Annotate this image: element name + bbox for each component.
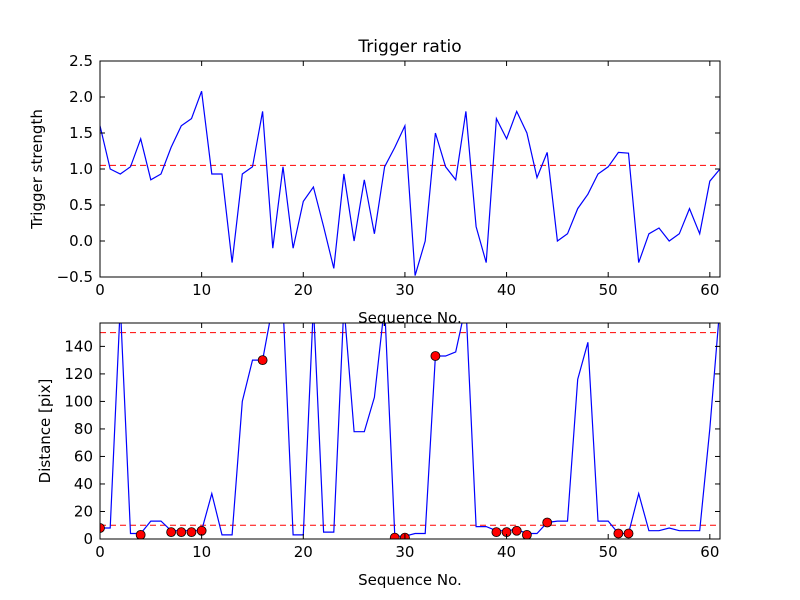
data-point xyxy=(521,529,532,539)
y-tick-label: 80 xyxy=(74,420,93,438)
x-tick-label: 50 xyxy=(599,281,618,299)
x-axis-label: Sequence No. xyxy=(358,309,462,327)
data-point xyxy=(257,355,268,366)
y-tick-label: 140 xyxy=(64,337,93,355)
y-tick-label: 1.5 xyxy=(69,124,93,142)
y-tick-label: 0.5 xyxy=(69,196,93,214)
x-tick-label: 0 xyxy=(95,543,105,561)
x-tick-label: 20 xyxy=(294,281,313,299)
y-tick-label: 0.0 xyxy=(69,232,93,250)
x-tick-label: 10 xyxy=(192,543,211,561)
plot-area xyxy=(100,323,720,539)
axes-frame xyxy=(99,322,721,540)
x-tick-label: 40 xyxy=(497,281,516,299)
data-point xyxy=(511,525,522,536)
y-tick-label: 0 xyxy=(83,530,93,548)
y-tick-label: 40 xyxy=(74,475,93,493)
data-point xyxy=(613,528,624,539)
x-tick-label: 30 xyxy=(395,543,414,561)
axis-ticks: 0 10 20 30 40 50 60 −0.5 0.0 0.5 1.0 1.5 2.0 2.5 xyxy=(57,52,720,299)
data-point xyxy=(491,527,502,538)
data-point xyxy=(542,517,553,528)
data-point xyxy=(430,351,441,361)
x-tick-label: 10 xyxy=(192,281,211,299)
y-tick-label: 120 xyxy=(64,365,93,383)
x-axis-label: Sequence No. xyxy=(358,571,462,589)
y-tick-label: 2.5 xyxy=(69,52,93,70)
data-point xyxy=(623,528,634,539)
y-tick-label: 1.0 xyxy=(69,160,93,178)
y-tick-label: 60 xyxy=(74,447,93,465)
y-axis-label: Trigger strength xyxy=(28,109,46,230)
x-tick-label: 40 xyxy=(497,543,516,561)
y-tick-label: −0.5 xyxy=(57,268,93,286)
chart-title: Trigger ratio xyxy=(357,37,461,57)
data-point xyxy=(196,525,207,536)
series-line xyxy=(100,90,720,276)
x-tick-label: 50 xyxy=(599,543,618,561)
x-tick-label: 60 xyxy=(700,543,719,561)
distance-chart: 0 10 20 30 40 50 60 0 20 40 60 80 100 120 140 Sequence… xyxy=(36,322,721,589)
axis-ticks: 0 10 20 30 40 50 60 0 20 40 60 80 100 120 140 xyxy=(64,323,720,561)
data-point xyxy=(166,527,177,538)
x-tick-label: 0 xyxy=(95,281,105,299)
y-tick-label: 2.0 xyxy=(69,88,93,106)
data-point xyxy=(100,523,105,533)
data-point xyxy=(176,527,187,538)
y-axis-label: Distance [pix] xyxy=(36,379,54,484)
data-point xyxy=(135,529,146,539)
plot-area xyxy=(100,90,720,276)
data-point xyxy=(186,527,197,538)
y-tick-label: 100 xyxy=(64,392,93,410)
x-tick-label: 30 xyxy=(395,281,414,299)
y-tick-label: 20 xyxy=(74,502,93,520)
x-tick-label: 20 xyxy=(294,543,313,561)
data-point xyxy=(389,532,400,539)
x-tick-label: 60 xyxy=(700,281,719,299)
